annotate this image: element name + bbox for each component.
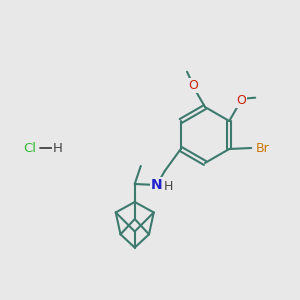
Text: Br: Br	[255, 142, 269, 154]
Text: N: N	[151, 178, 163, 192]
Text: H: H	[53, 142, 63, 154]
Text: Cl: Cl	[23, 142, 37, 154]
Text: H: H	[164, 179, 173, 193]
Text: O: O	[188, 79, 198, 92]
Text: O: O	[236, 94, 246, 107]
